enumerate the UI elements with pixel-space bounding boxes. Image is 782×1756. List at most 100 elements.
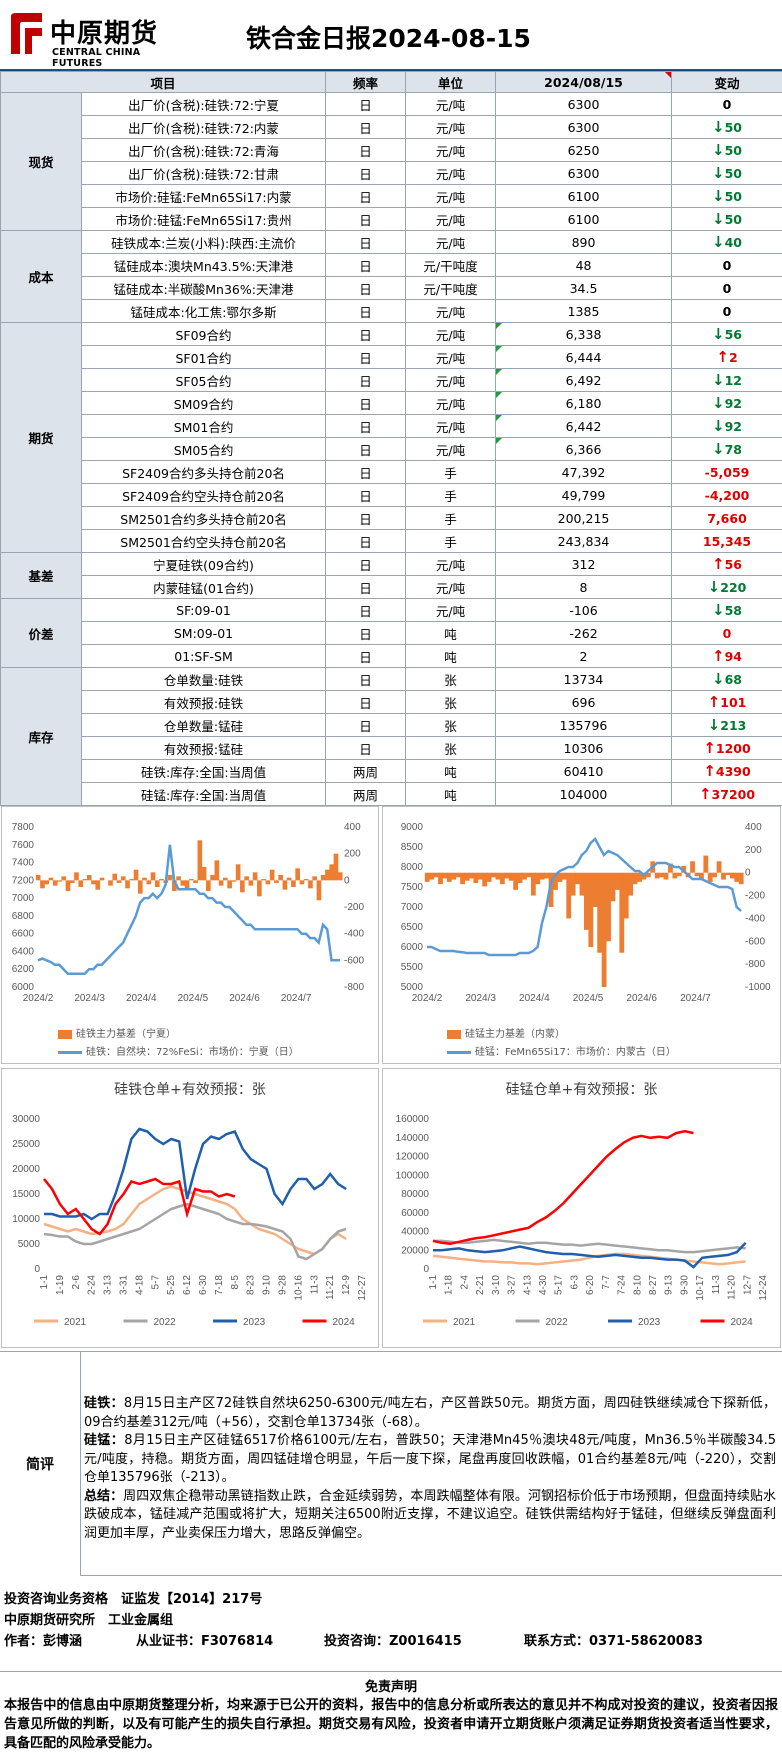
item-cell: 出厂价(含税):硅铁:72:宁夏 [80,92,327,116]
item-cell-text: SF2409合约空头持仓前20名 [122,488,285,504]
comment-marker-icon [496,392,503,398]
legend-sf-basis: 硅铁主力基差（宁夏） [58,1025,176,1040]
change-value: 58 [724,603,742,618]
x-tick-label: 4-13 [522,1275,533,1295]
y-left-tick-label: 7800 [12,822,35,833]
change-value: 0 [722,96,732,112]
legend-label: 2021 [64,1317,87,1328]
data-table: 项目 频率 单位 2024/08/15 变动 现货 出厂价(含税):硅铁:72:宁… [0,71,782,806]
basis-area-bar [561,872,567,880]
change-cell: ↓50 [671,138,782,162]
basis-area-bar [95,880,101,890]
change-cell: ↑4390 [671,759,782,783]
value-cell-text: 2 [579,648,588,664]
y-tick-label: 30000 [12,1114,40,1125]
y-left-tick-label: 7500 [401,882,424,893]
frequency-cell-text: 日 [359,281,372,297]
change-value: 50 [724,212,742,227]
x-tick-label: 2-4 [459,1275,470,1290]
review-head: 总结： [84,1488,124,1504]
item-cell: 锰硅成本:澳块Mn43.5%:天津港 [80,253,327,277]
item-cell-text: 宁夏硅铁(09合约) [153,557,254,573]
item-cell-text: SF:09-01 [176,602,231,618]
y-left-tick-label: 7400 [12,858,35,869]
item-cell-text: 锰硅成本:半碳酸Mn36%:天津港 [113,281,294,297]
basis-area-bar [146,880,152,885]
unit-cell-text: 张 [444,695,457,711]
basis-area-bar [252,872,258,881]
value-cell: 135796 [495,713,673,737]
frequency-cell-text: 日 [359,442,372,458]
change-cell: ↓220 [671,575,782,599]
x-tick-label: 11-21 [325,1275,336,1300]
x-tick-label: 12-7 [742,1275,753,1295]
item-cell-text: 出厂价(含税):硅铁:72:内蒙 [128,120,279,136]
legend-swatch-line [447,1050,471,1054]
series-line [433,1241,747,1269]
value-cell: 6,366 [495,437,673,461]
frequency-cell-text: 日 [359,304,372,320]
basis-area-bar [442,872,448,879]
change-value: -5,059 [704,464,750,480]
frequency-cell-text: 两周 [353,787,379,803]
comment-marker-icon [496,323,503,329]
x-tick-label: 9-13 [664,1275,675,1295]
unit-cell: 元/吨 [405,230,497,254]
y-right-tick-label: -600 [344,955,364,966]
x-tick-label: 2024/5 [178,993,209,1004]
unit-cell: 元/吨 [405,598,497,622]
unit-cell: 吨 [405,621,497,645]
x-tick-label: 12-24 [758,1275,769,1301]
frequency-cell: 日 [325,345,407,369]
basis-area-bar [734,872,740,882]
arrow-up-icon: ↑ [707,693,721,711]
arrow-up-icon: ↑ [716,348,729,366]
value-cell: 6250 [495,138,673,162]
unit-cell-text: 元/吨 [435,235,466,251]
x-tick-label: 10-16 [293,1275,304,1301]
change-cell: ↓50 [671,161,782,185]
basis-area-bar [167,875,173,881]
frequency-cell-text: 日 [359,189,372,205]
change-cell: 0 [671,621,782,645]
value-cell-text: 6,442 [565,418,602,434]
item-cell-text: SM09合约 [173,396,234,412]
value-cell-text: -262 [569,625,598,641]
unit-cell: 张 [405,667,497,691]
change-cell: ↓50 [671,115,782,139]
basis-area-bar [137,880,143,894]
value-cell-text: 60410 [563,763,604,779]
basis-area-bar [703,855,709,873]
basis-area-bar [451,872,457,880]
change-cell: ↓40 [671,230,782,254]
change-value: 0 [722,303,732,319]
change-value: 15,345 [702,533,752,549]
basis-area-bar [592,872,598,907]
basis-area-bar [623,872,629,919]
change-value: 7,660 [707,510,747,526]
item-cell: 有效预报:锰硅 [80,736,327,760]
frequency-cell: 日 [325,322,407,346]
basis-area-bar [159,879,164,881]
frequency-cell: 日 [325,644,407,668]
frequency-cell-text: 日 [359,235,372,251]
basis-area-bar [308,880,313,889]
item-cell: SF09合约 [80,322,327,346]
x-tick-label: 9-30 [679,1275,690,1295]
x-tick-label: 6-3 [569,1275,580,1290]
arrow-up-icon: ↑ [712,647,725,665]
x-tick-label: 9-10 [262,1275,273,1295]
change-value: 50 [724,143,742,158]
header-date: 2024/08/15 [495,71,673,93]
basis-area-bar [214,860,220,881]
value-cell: 6300 [495,161,673,185]
basis-area-bar [197,840,203,881]
item-cell-text: 出厂价(含税):硅铁:72:甘肃 [128,166,279,182]
frequency-cell-text: 日 [359,557,372,573]
unit-cell-text: 吨 [444,787,457,803]
frequency-cell-text: 两周 [353,764,379,780]
change-value: 220 [720,580,747,595]
basis-area-bar [129,879,135,881]
unit-cell: 手 [405,506,497,530]
chart-sf-warrant-plot: 0 5000 10000 15000 20000 25000 30000 1-1 1-19 2-6… [12,1114,368,1328]
